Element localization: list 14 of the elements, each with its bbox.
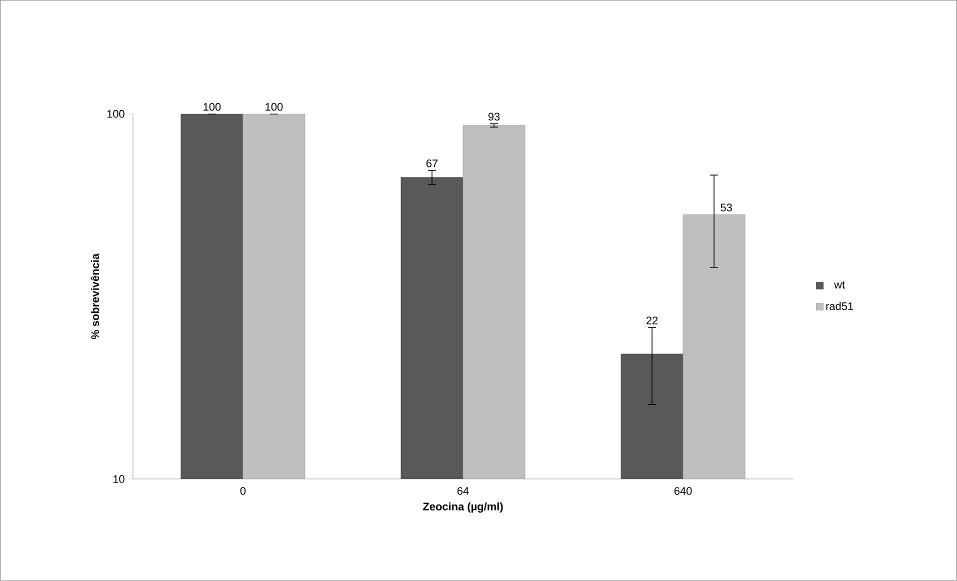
data-label: 100 — [266, 103, 283, 111]
data-label: 100 — [204, 103, 221, 111]
x-tick-label: 0 — [240, 487, 246, 495]
legend-label: rad51 — [826, 302, 854, 310]
x-axis-title: Zeocina (µg/ml) — [423, 502, 503, 513]
data-label: 67 — [426, 160, 438, 168]
x-tick-label: 640 — [674, 487, 692, 495]
data-label: 22 — [646, 316, 658, 324]
x-tick-label: 64 — [457, 487, 469, 495]
legend-label: wt — [834, 281, 845, 289]
y-tick-label: 10 — [113, 475, 124, 483]
data-label: 53 — [720, 204, 732, 212]
data-label: 93 — [488, 112, 500, 121]
y-axis-title: % sobrevivência — [90, 253, 100, 340]
